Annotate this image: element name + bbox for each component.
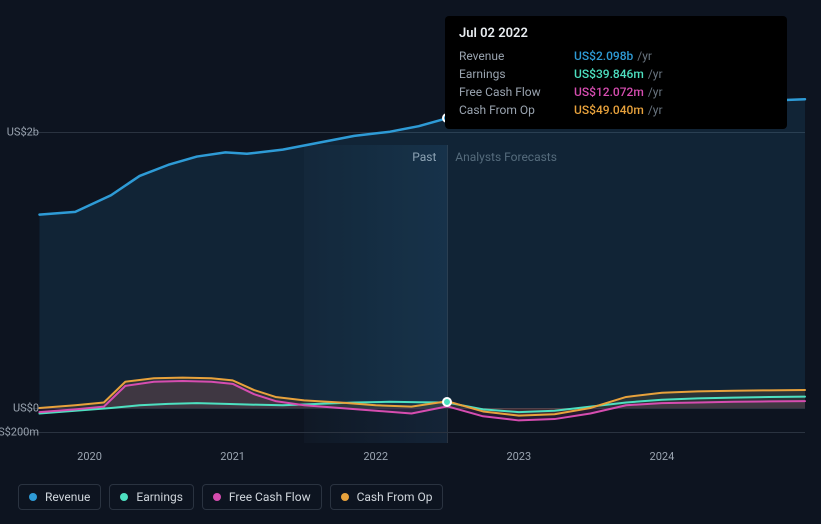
tooltip-row-label: Earnings	[459, 67, 574, 81]
tooltip-row-label: Cash From Op	[459, 103, 574, 117]
legend-dot-icon	[341, 493, 349, 501]
tooltip-row-value: US$2.098b	[574, 49, 633, 63]
tooltip-row-unit: /yr	[637, 49, 652, 63]
legend-dot-icon	[29, 493, 37, 501]
chart-legend: Revenue Earnings Free Cash Flow Cash From O…	[18, 484, 443, 510]
chart-marker-earnings	[442, 397, 452, 407]
tooltip-row-label: Free Cash Flow	[459, 85, 574, 99]
legend-item-earnings[interactable]: Earnings	[109, 484, 194, 510]
legend-item-cfo[interactable]: Cash From Op	[330, 484, 444, 510]
legend-dot-icon	[120, 493, 128, 501]
legend-item-fcf[interactable]: Free Cash Flow	[202, 484, 322, 510]
tooltip-row: EarningsUS$39.846m/yr	[459, 65, 773, 83]
tooltip-row: Cash From OpUS$49.040m/yr	[459, 101, 773, 119]
tooltip-title: Jul 02 2022	[459, 26, 773, 41]
financials-chart: US$2bUS$0-US$200m 20202021202220232024 P…	[0, 0, 821, 524]
legend-label: Revenue	[45, 490, 90, 504]
legend-item-revenue[interactable]: Revenue	[18, 484, 101, 510]
tooltip-row: Free Cash FlowUS$12.072m/yr	[459, 83, 773, 101]
tooltip-row-label: Revenue	[459, 49, 574, 63]
chart-tooltip: Jul 02 2022 RevenueUS$2.098b/yrEarningsU…	[445, 16, 787, 129]
tooltip-row-unit: /yr	[648, 103, 663, 117]
legend-label: Free Cash Flow	[229, 490, 311, 504]
legend-label: Earnings	[136, 490, 183, 504]
tooltip-row: RevenueUS$2.098b/yr	[459, 47, 773, 65]
tooltip-row-value: US$39.846m	[574, 67, 644, 81]
tooltip-row-value: US$49.040m	[574, 103, 644, 117]
legend-dot-icon	[213, 493, 221, 501]
tooltip-row-unit: /yr	[648, 85, 663, 99]
tooltip-row-value: US$12.072m	[574, 85, 644, 99]
series-fill-revenue	[39, 99, 805, 408]
legend-label: Cash From Op	[357, 490, 433, 504]
tooltip-row-unit: /yr	[648, 67, 663, 81]
